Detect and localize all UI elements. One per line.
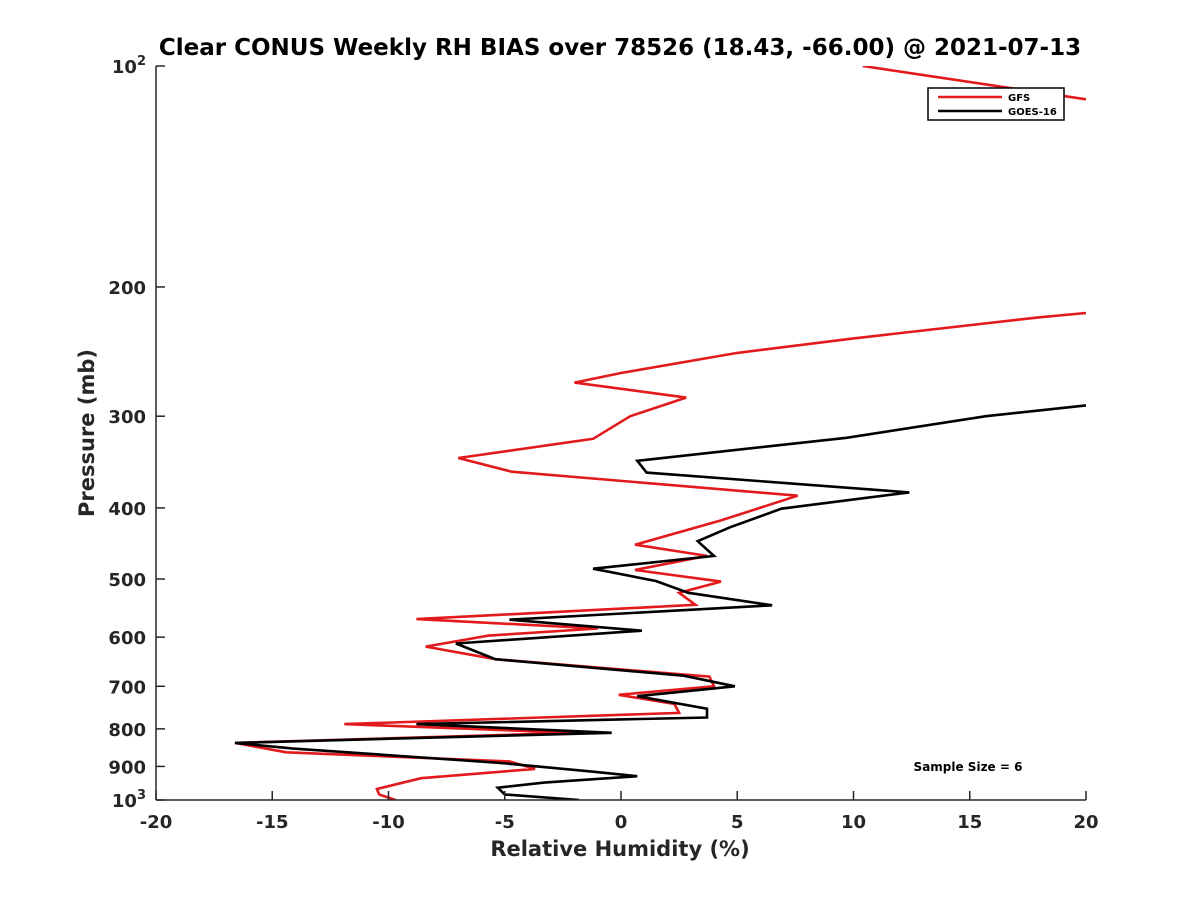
x-tick-label: 5 xyxy=(731,812,744,833)
legend-label-gfs: GFS xyxy=(1008,93,1030,104)
x-tick-label: -15 xyxy=(256,812,289,833)
x-tick-label: 20 xyxy=(1073,812,1098,833)
legend-box xyxy=(927,87,1065,121)
y-tick-label: 900 xyxy=(108,757,146,778)
y-tick-label: 200 xyxy=(108,278,146,299)
series-goes-16 xyxy=(234,404,1086,800)
y-tick-label: 800 xyxy=(108,720,146,741)
legend-label-goes-16: GOES-16 xyxy=(1008,107,1057,118)
sample-size-annotation: Sample Size = 6 xyxy=(914,760,1023,774)
y-tick-label: 102 xyxy=(112,54,146,78)
x-tick-label: 0 xyxy=(615,812,628,833)
series-line-gfs-1 xyxy=(234,311,1086,800)
chart-title: Clear CONUS Weekly RH BIAS over 78526 (1… xyxy=(159,35,1081,61)
x-tick-label: -10 xyxy=(372,812,405,833)
x-axis-label: Relative Humidity (%) xyxy=(490,837,749,861)
y-tick-label: 400 xyxy=(108,499,146,520)
x-tick-label: -20 xyxy=(140,812,173,833)
y-tick-label: 700 xyxy=(108,677,146,698)
y-tick-label: 600 xyxy=(108,628,146,649)
x-tick-label: 15 xyxy=(957,812,982,833)
y-tick-label: 500 xyxy=(108,570,146,591)
y-axis: 102 200 300 400 500 600 700 800 900 103 xyxy=(108,54,165,812)
series-line-goes-16-0 xyxy=(234,404,1086,800)
y-tick-label: 300 xyxy=(108,407,146,428)
x-tick-label: 10 xyxy=(841,812,866,833)
y-tick-label: 103 xyxy=(112,788,146,812)
legend: GFS GOES-16 xyxy=(927,87,1065,121)
x-axis: -20 -15 -10 -5 0 5 10 15 20 xyxy=(140,791,1099,833)
y-axis-label: Pressure (mb) xyxy=(75,349,99,517)
x-tick-label: -5 xyxy=(495,812,515,833)
